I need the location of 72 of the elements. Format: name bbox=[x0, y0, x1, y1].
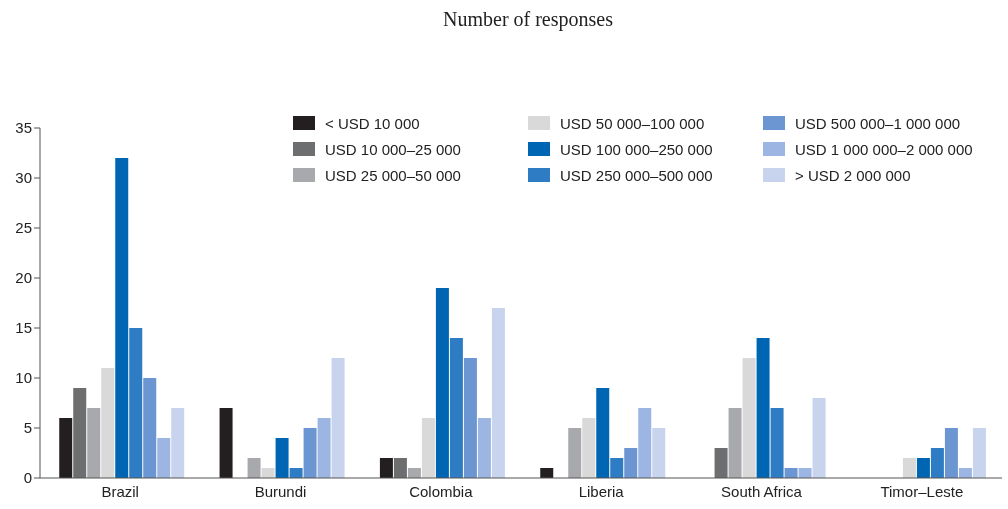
bar bbox=[491, 308, 505, 478]
bar bbox=[247, 458, 261, 478]
legend-label: USD 10 000–25 000 bbox=[325, 140, 461, 158]
bar bbox=[930, 448, 944, 478]
bar bbox=[568, 428, 582, 478]
bar bbox=[407, 468, 421, 478]
bar bbox=[714, 448, 728, 478]
x-tick-label: Timor–Leste bbox=[880, 482, 964, 500]
bar bbox=[728, 408, 742, 478]
bar bbox=[101, 368, 115, 478]
bar bbox=[129, 328, 143, 478]
x-tick-label: Colombia bbox=[409, 482, 474, 500]
y-tick-label: 5 bbox=[23, 419, 32, 437]
bar bbox=[540, 468, 554, 478]
bar bbox=[317, 418, 331, 478]
x-tick-label: South Africa bbox=[721, 482, 803, 500]
bar bbox=[916, 458, 930, 478]
bar bbox=[610, 458, 624, 478]
bar bbox=[143, 378, 157, 478]
y-tick-label: 20 bbox=[15, 269, 32, 287]
bar bbox=[289, 468, 303, 478]
bar bbox=[331, 358, 345, 478]
bar bbox=[944, 428, 958, 478]
bar bbox=[798, 468, 812, 478]
bar bbox=[171, 408, 185, 478]
y-tick-label: 30 bbox=[15, 169, 32, 187]
bar bbox=[261, 468, 275, 478]
bar bbox=[958, 468, 972, 478]
bar bbox=[275, 438, 289, 478]
bar bbox=[582, 418, 596, 478]
y-tick-label: 35 bbox=[15, 119, 32, 137]
legend-label: USD 100 000–250 000 bbox=[560, 140, 713, 158]
chart-title: Number of responses bbox=[442, 8, 614, 33]
y-tick-label: 25 bbox=[15, 219, 32, 237]
bar bbox=[972, 428, 986, 478]
legend-label: USD 25 000–50 000 bbox=[325, 166, 461, 184]
bar bbox=[742, 358, 756, 478]
bar bbox=[449, 338, 463, 478]
bar bbox=[379, 458, 393, 478]
bar bbox=[812, 398, 826, 478]
legend-label: USD 50 000–100 000 bbox=[560, 114, 705, 132]
y-tick-label: 10 bbox=[15, 369, 32, 387]
bar bbox=[770, 408, 784, 478]
bar bbox=[219, 408, 233, 478]
bar bbox=[463, 358, 477, 478]
bar bbox=[73, 388, 87, 478]
bar bbox=[303, 428, 317, 478]
bar bbox=[477, 418, 491, 478]
legend-label: > USD 2 000 000 bbox=[795, 166, 911, 184]
bar bbox=[435, 288, 449, 478]
bar bbox=[87, 408, 101, 478]
bar bbox=[624, 448, 638, 478]
x-tick-label: Brazil bbox=[101, 482, 139, 500]
legend-label: < USD 10 000 bbox=[325, 114, 420, 132]
legend-label: USD 500 000–1 000 000 bbox=[795, 114, 961, 132]
legend-label: USD 1 000 000–2 000 000 bbox=[795, 140, 973, 158]
bar bbox=[756, 338, 770, 478]
x-tick-label: Burundi bbox=[254, 482, 307, 500]
x-tick-label: Liberia bbox=[578, 482, 625, 500]
bar bbox=[784, 468, 798, 478]
bar bbox=[157, 438, 171, 478]
bar bbox=[59, 418, 73, 478]
y-tick-label: 15 bbox=[15, 319, 32, 337]
legend-label: USD 250 000–500 000 bbox=[560, 166, 713, 184]
bar bbox=[393, 458, 407, 478]
bar bbox=[638, 408, 652, 478]
bar bbox=[652, 428, 666, 478]
bar bbox=[596, 388, 610, 478]
bar bbox=[421, 418, 435, 478]
y-tick-label: 0 bbox=[23, 469, 32, 487]
bar bbox=[902, 458, 916, 478]
bar bbox=[115, 158, 129, 478]
